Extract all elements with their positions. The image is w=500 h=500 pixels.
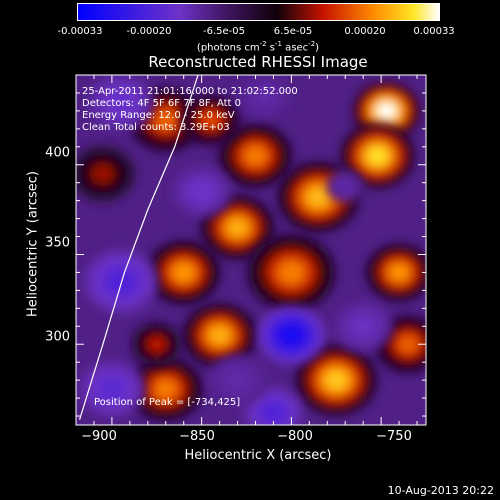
heatmap-blob — [374, 315, 426, 374]
plot-frame — [75, 74, 427, 426]
heatmap-cell — [377, 102, 396, 119]
heatmap-blob — [218, 123, 293, 189]
time-annotation: 25-Apr-2011 21:01:16.000 to 21:02:52.000 — [82, 86, 298, 97]
heatmap-cell — [340, 181, 351, 191]
heatmap-blob — [78, 360, 146, 419]
heatmap-blob — [130, 321, 183, 367]
colorbar-tick: 6.5e-05 — [273, 26, 313, 37]
heatmap-blob — [200, 195, 275, 260]
heatmap-blob — [207, 354, 268, 406]
y-tick-label: 400 — [45, 145, 70, 161]
heatmap-cell — [155, 380, 177, 399]
heatmap-blob — [180, 94, 241, 146]
colorbar-tick: -0.00033 — [57, 26, 103, 37]
heatmap-cell — [389, 264, 409, 281]
detectors-annotation: Detectors: 4F 5F 6F 7F 8F, Att 0 — [82, 98, 242, 109]
heatmap-cell — [149, 337, 164, 351]
solar-limb-curve — [79, 75, 199, 420]
heatmap-blob — [128, 356, 203, 422]
colorbar — [77, 3, 440, 21]
heatmap-cell — [282, 327, 301, 344]
heatmap-cell — [245, 146, 266, 165]
heatmap-blob — [87, 75, 155, 131]
x-tick-label: −900 — [81, 429, 117, 444]
heatmap-cell — [306, 187, 330, 207]
heatmap-blob — [246, 233, 336, 312]
heatmap-blob — [340, 123, 415, 189]
heatmap-cell — [229, 372, 246, 388]
heatmap-cell — [110, 272, 132, 291]
heatmap-cell — [93, 165, 113, 182]
heatmap-blob — [76, 144, 137, 203]
heatmap-cell — [102, 381, 122, 398]
heatmap-cell — [257, 90, 272, 103]
y-tick-label: 300 — [45, 329, 70, 345]
heatmap-cell — [202, 112, 219, 128]
colorbar-tick: 0.00020 — [344, 26, 386, 37]
heatmap-cell — [265, 405, 282, 420]
timestamp: 10-Aug-2013 20:22 — [387, 484, 494, 497]
heatmap-cell — [398, 336, 418, 353]
energy-annotation: Energy Range: 12.0 - 25.0 keV — [82, 110, 235, 121]
chart-title: Reconstructed RHESSI Image — [148, 53, 368, 71]
clean-annotation: Clean Total counts: 3.29E+03 — [82, 122, 230, 133]
heatmap-cell — [324, 370, 348, 390]
heatmap-blob — [365, 243, 426, 302]
heatmap-cell — [155, 110, 177, 129]
peak-annotation: Position of Peak = [-734,425] — [94, 397, 241, 408]
heatmap-blob — [182, 302, 257, 368]
y-axis-label: Heliocentric Y (arcsec) — [25, 171, 41, 317]
x-axis-label: Heliocentric X (arcsec) — [184, 448, 332, 463]
heatmap-cell — [111, 93, 131, 111]
colorbar-units: (photons cm-2 s-1 asec-2) — [196, 40, 320, 54]
heatmap-blob — [295, 344, 378, 416]
colorbar-tick: 0.00033 — [413, 26, 455, 37]
x-tick-label: −750 — [376, 429, 412, 444]
colorbar-tick: -6.5e-05 — [203, 26, 245, 37]
heatmap-blob — [326, 170, 364, 203]
y-tick-label: 350 — [45, 235, 70, 251]
heatmap-cell — [367, 146, 388, 165]
heatmap-cell — [354, 319, 372, 334]
heatmap-blob — [146, 240, 221, 305]
heatmap-cell — [227, 218, 248, 237]
heatmap-cell — [279, 261, 304, 284]
heatmap-cell — [209, 326, 230, 345]
heatmap-cell — [193, 184, 210, 199]
heatmap-cell — [173, 263, 195, 282]
heatmap-blob — [238, 75, 291, 120]
x-tick-label: −850 — [179, 429, 215, 444]
heatmap-blob — [333, 300, 393, 353]
heatmap-blob — [257, 306, 325, 365]
x-tick-label: −800 — [277, 429, 313, 444]
heatmap-blob — [243, 386, 304, 425]
colorbar-tick: -0.00020 — [126, 26, 172, 37]
heatmap-blob — [171, 165, 232, 218]
heatmap-blob — [83, 249, 159, 314]
